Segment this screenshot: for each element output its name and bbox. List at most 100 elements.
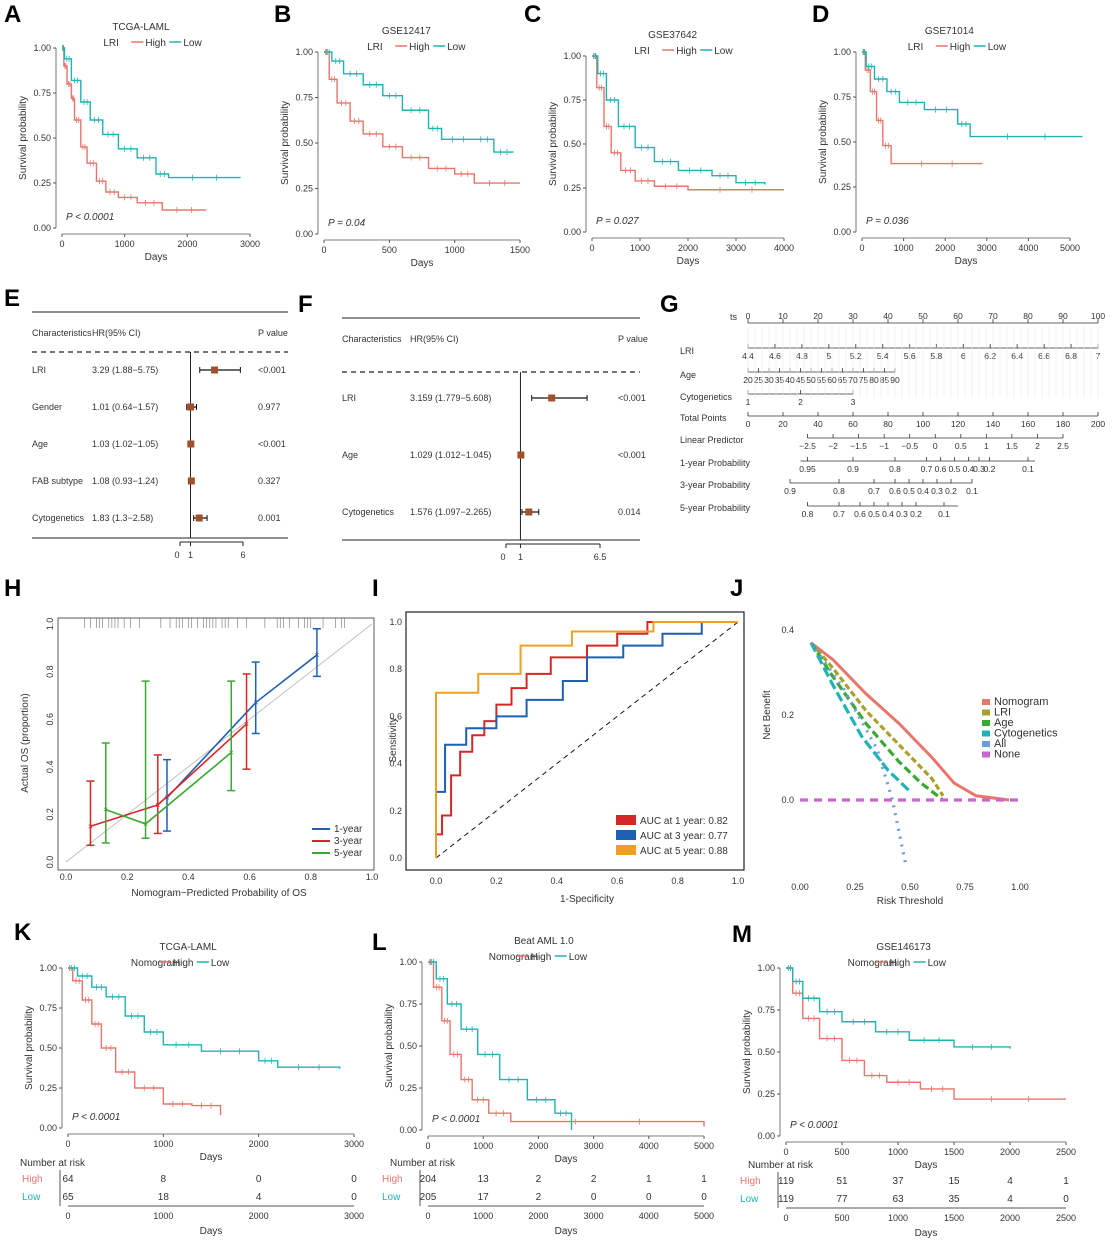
risk-table-title: Number at risk <box>20 1158 86 1169</box>
nomogram-tick-label: −0.5 <box>901 441 918 451</box>
row-pvalue: <0.001 <box>258 365 286 375</box>
nomogram-tick-label: 0.3 <box>931 486 943 496</box>
y-tick-label: 0.25 <box>39 1083 57 1093</box>
nomogram-tick-label: 40 <box>813 419 823 429</box>
high-curve <box>68 968 221 1115</box>
nomogram-tick-label: 0.6 <box>935 464 947 474</box>
high-curve <box>786 968 1066 1099</box>
x-tick-label: 3000 <box>977 243 997 253</box>
risk-count-high: 64 <box>62 1174 74 1185</box>
x-axis-label: Days <box>915 1160 938 1171</box>
legend-title: LRI <box>634 46 650 57</box>
y-tick-label: 1.00 <box>757 963 775 973</box>
risk-x-tick-label: 2000 <box>528 1211 548 1221</box>
x-tick-label: 1000 <box>473 1141 493 1151</box>
forest-tick-label: 1 <box>518 552 523 562</box>
panel-letter: A <box>4 1 21 28</box>
low-curve <box>62 48 241 178</box>
high-curve <box>324 52 520 183</box>
nomogram-tick-label: 0.5 <box>955 441 967 451</box>
nomogram-row-label: LRI <box>680 346 694 356</box>
y-tick-label: 0.2 <box>781 710 794 720</box>
dca-curve <box>811 643 1009 800</box>
legend-high-label: High <box>409 42 430 53</box>
x-tick-label: 1.0 <box>366 872 379 882</box>
risk-count-low: 2 <box>536 1192 542 1203</box>
y-axis-label: Survival probability <box>24 1006 35 1090</box>
panel-letter: L <box>372 929 387 956</box>
legend-high-label: High <box>173 958 194 969</box>
x-tick-label: 1000 <box>888 1147 908 1157</box>
y-tick-label: 0.50 <box>33 133 51 143</box>
nomogram-tick-label: 6.4 <box>1011 351 1023 361</box>
nomogram-tick-label: 140 <box>986 419 1000 429</box>
y-tick-label: 0.0 <box>45 856 55 869</box>
y-axis-label: Survival probability <box>384 1004 395 1088</box>
risk-x-tick-label: 1000 <box>153 1211 173 1221</box>
legend-title: LRI <box>367 42 383 53</box>
risk-x-axis-label: Days <box>200 1226 223 1237</box>
risk-table-title: Number at risk <box>748 1160 814 1171</box>
p-value: P < 0.0001 <box>432 1114 480 1125</box>
nomogram-tick-label: 180 <box>1056 419 1070 429</box>
panel-title: Beat AML 1.0 <box>514 936 574 947</box>
row-hr: 3.159 (1.779−5.608) <box>410 393 491 403</box>
row-hr: 1.029 (1.012−1.045) <box>410 450 491 460</box>
x-tick-label: 0.0 <box>430 876 443 886</box>
x-tick-label: 3000 <box>726 243 746 253</box>
x-tick-label: 3000 <box>344 1139 364 1149</box>
x-tick-label: 1.00 <box>1011 882 1029 892</box>
risk-count-low: 205 <box>420 1192 437 1203</box>
y-axis-label: Actual OS (proportion) <box>20 693 31 793</box>
dca-g: J0.00 0.25 0.50 0.75 1.000.00.20.4Risk Thres… <box>730 575 1058 907</box>
p-value: P < 0.0001 <box>66 212 114 223</box>
x-tick-label: 0.2 <box>490 876 503 886</box>
risk-count-high: 37 <box>892 1176 904 1187</box>
nomogram-tick-label: 0.5 <box>903 486 915 496</box>
x-tick-label: 0.50 <box>901 882 919 892</box>
risk-count-low: 0 <box>701 1192 707 1203</box>
row-pvalue: <0.001 <box>618 450 646 460</box>
y-tick-label: 0.75 <box>33 88 51 98</box>
x-axis-label: Days <box>411 258 434 269</box>
y-tick-label: 0.0 <box>389 853 402 863</box>
legend-low-label: Low <box>928 958 947 969</box>
low-curve <box>68 968 340 1069</box>
risk-count-low: 65 <box>62 1192 74 1203</box>
nomogram-tick-label: 5.8 <box>930 351 942 361</box>
nomogram-tick-label: 0.7 <box>921 464 933 474</box>
calibration-line <box>106 753 231 824</box>
forest-tick-label: 1 <box>188 550 193 560</box>
header-pvalue: P value <box>258 328 288 338</box>
nomogram-tick-label: 0.4 <box>917 486 929 496</box>
nomogram-tick-label: 50 <box>918 311 928 321</box>
row-name: Cytogenetics <box>342 507 395 517</box>
row-name: Gender <box>32 402 62 412</box>
legend-label: AUC at 3 year: 0.77 <box>640 831 728 842</box>
x-tick-label: 0 <box>59 239 64 249</box>
forest-tick-label: 0 <box>174 550 179 560</box>
x-tick-label: 1000 <box>630 243 650 253</box>
hr-point <box>187 404 194 411</box>
forest-e: ECharacteristics HR(95% CI) P value0 1 6LRI 3… <box>4 285 288 560</box>
nomogram-tick-label: 5.6 <box>904 351 916 361</box>
nomogram-tick-label: −1.5 <box>850 441 867 451</box>
y-tick-label: 1.00 <box>399 957 417 967</box>
row-hr: 1.576 (1.097−2.265) <box>410 507 491 517</box>
panel-letter: E <box>4 285 20 312</box>
x-tick-label: 0 <box>783 1147 788 1157</box>
panel-letter: B <box>274 1 291 28</box>
risk-count-high: 204 <box>420 1174 437 1185</box>
nomogram-tick-label: 10 <box>778 311 788 321</box>
nomogram-tick-label: 0 <box>746 419 751 429</box>
risk-x-tick-label: 3000 <box>344 1211 364 1221</box>
nomogram-tick-label: 5.4 <box>877 351 889 361</box>
risk-count-high: 119 <box>778 1176 794 1187</box>
nomogram-tick-label: 70 <box>988 311 998 321</box>
risk-row-label-low: Low <box>740 1194 759 1205</box>
y-tick-label: 1.0 <box>45 618 55 631</box>
nomogram-tick-label: 60 <box>953 311 963 321</box>
y-tick-label: 0.00 <box>563 227 581 237</box>
y-tick-label: 0.25 <box>563 183 581 193</box>
y-tick-label: 0.00 <box>833 227 851 237</box>
